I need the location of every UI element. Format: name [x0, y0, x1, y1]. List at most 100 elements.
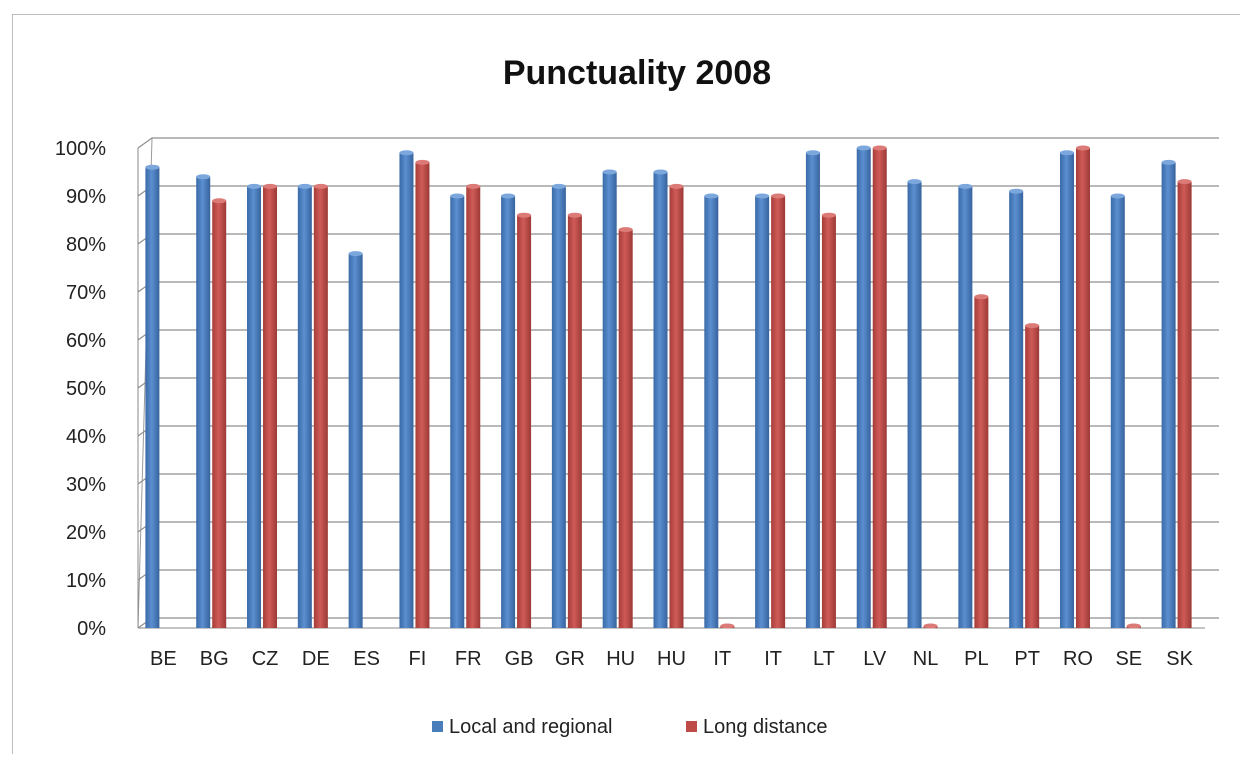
bar-top — [771, 193, 786, 199]
bar-top — [1110, 193, 1125, 199]
x-tick-label: RO — [1063, 648, 1093, 670]
bar-face — [974, 296, 989, 628]
bar-face — [872, 148, 887, 628]
y-tick-label: 10% — [66, 570, 106, 592]
bar — [1059, 150, 1074, 629]
bar-top — [872, 145, 887, 151]
bar-top — [720, 623, 735, 629]
x-tick-label: GR — [555, 648, 585, 670]
bar-face — [348, 253, 363, 628]
bar-top — [618, 227, 633, 233]
bar — [907, 179, 922, 628]
bar — [348, 251, 363, 628]
bar-face — [517, 215, 532, 628]
bar-face — [313, 186, 328, 628]
gridline — [137, 137, 1219, 149]
bar-face — [602, 172, 617, 628]
legend: Local and regional Long distance — [432, 716, 828, 738]
bar — [313, 183, 328, 628]
bar-top — [297, 183, 312, 189]
y-tick-label: 30% — [66, 474, 106, 496]
bar-face — [1009, 191, 1024, 628]
bar — [958, 183, 973, 628]
x-tick-label: DE — [302, 648, 330, 670]
x-tick-label: LV — [863, 648, 887, 670]
bar-face — [856, 148, 871, 628]
bar-top — [466, 183, 481, 189]
bar-face — [1110, 196, 1125, 628]
legend-label-local: Local and regional — [449, 716, 612, 738]
x-tick-label: IT — [764, 648, 782, 670]
bar — [247, 183, 262, 628]
bar — [720, 623, 735, 629]
x-tick-label: BE — [150, 648, 177, 670]
bar — [653, 169, 668, 628]
bar-top — [923, 623, 938, 629]
bar-face — [771, 196, 786, 628]
bar-top — [821, 212, 836, 218]
bar-top — [704, 193, 719, 199]
y-tick-label: 80% — [66, 234, 106, 256]
bar-face — [704, 196, 719, 628]
bar — [399, 150, 414, 629]
bar-top — [974, 294, 989, 300]
bar-top — [567, 212, 582, 218]
x-tick-label: SE — [1115, 648, 1142, 670]
bars — [145, 145, 1192, 629]
bar-top — [348, 251, 363, 257]
chart-frame — [12, 14, 1240, 754]
bar-face — [669, 186, 684, 628]
bar-face — [653, 172, 668, 628]
bar — [805, 150, 820, 629]
bar — [669, 183, 684, 628]
bar-top — [517, 212, 532, 218]
bar — [263, 183, 278, 628]
bar-face — [1161, 162, 1176, 628]
y-tick-label: 40% — [66, 426, 106, 448]
bar-face — [755, 196, 770, 628]
bar-top — [450, 193, 465, 199]
bar — [450, 193, 465, 628]
bar-top — [1009, 188, 1024, 194]
y-tick-label: 0% — [77, 618, 106, 640]
bar — [821, 212, 836, 628]
bar — [1009, 188, 1024, 628]
bar-face — [618, 229, 633, 628]
x-tick-label: BG — [200, 648, 229, 670]
bar-top — [551, 183, 566, 189]
y-tick-label: 50% — [66, 378, 106, 400]
bar-face — [1177, 181, 1192, 628]
legend-swatch-local — [432, 721, 443, 732]
bar-top — [856, 145, 871, 151]
bar-top — [1177, 179, 1192, 185]
x-tick-label: HU — [606, 648, 635, 670]
y-tick-label: 100% — [55, 138, 106, 160]
bar-top — [755, 193, 770, 199]
bar-top — [669, 183, 684, 189]
bar-face — [196, 176, 211, 629]
x-tick-label: FI — [409, 648, 427, 670]
bar — [602, 169, 617, 628]
y-tick-label: 90% — [66, 186, 106, 208]
bar-top — [415, 159, 430, 165]
y-tick-label: 60% — [66, 330, 106, 352]
x-tick-label: GB — [505, 648, 534, 670]
bar-face — [247, 186, 262, 628]
bar-face — [501, 196, 516, 628]
bar-top — [247, 183, 262, 189]
bar — [212, 198, 227, 629]
bar — [1075, 145, 1090, 628]
bar — [923, 623, 938, 629]
legend-label-long: Long distance — [703, 716, 828, 738]
bar — [974, 294, 989, 628]
bar — [196, 174, 211, 629]
bar — [297, 183, 312, 628]
bar-top — [313, 183, 328, 189]
bar-face — [567, 215, 582, 628]
bar-top — [1161, 159, 1176, 165]
bar-face — [212, 200, 227, 629]
x-tick-label: SK — [1166, 648, 1193, 670]
bar-face — [415, 162, 430, 628]
bar — [872, 145, 887, 628]
x-tick-label: HU — [657, 648, 686, 670]
